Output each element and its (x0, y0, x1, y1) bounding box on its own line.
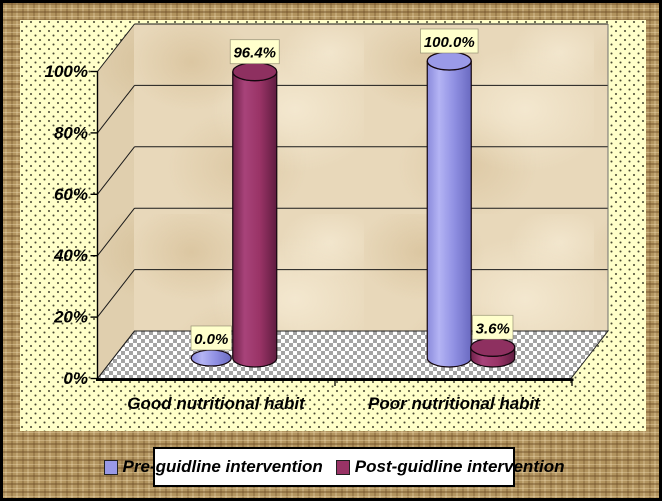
legend-label: Pre-guidline intervention (122, 457, 323, 476)
cylinder-bar (426, 51, 472, 368)
y-tick-label: 60% (54, 185, 88, 204)
data-labels: 0.0% 96.4% 100.0% 3.6% (190, 28, 514, 351)
y-axis: 0% 20% 40% 60% 80% 100% (45, 62, 99, 388)
x-axis: Good nutritional habit Poor nutritional h… (96, 378, 574, 413)
y-tick-label: 0% (63, 369, 88, 388)
y-tick-label: 80% (54, 123, 88, 142)
legend-swatch-icon (335, 459, 350, 475)
cylinder-bar (190, 349, 232, 367)
legend-swatch-icon (103, 459, 118, 475)
legend: Pre-guidline intervention Post-guidline i… (103, 447, 564, 487)
data-label: 0.0% (194, 331, 228, 348)
gridlines (96, 23, 610, 379)
category-label: Good nutritional habit (127, 394, 306, 413)
data-label: 96.4% (233, 45, 276, 62)
legend-item: Pre-guidline intervention (103, 457, 323, 477)
wall-side (97, 24, 135, 379)
cylinder-bar (232, 62, 278, 368)
wall-back (134, 24, 608, 331)
y-tick-label: 100% (45, 62, 88, 81)
legend-label: Post-guidline intervention (354, 457, 565, 476)
cylinder-bar (470, 337, 516, 368)
legend-item: Post-guidline intervention (335, 457, 565, 477)
data-label: 3.6% (476, 320, 510, 337)
data-label: 100.0% (424, 34, 475, 51)
y-tick-label: 40% (53, 246, 88, 265)
chart-floor (97, 331, 608, 379)
y-tick-label: 20% (53, 308, 88, 327)
category-label: Poor nutritional habit (368, 394, 541, 413)
bars (190, 51, 516, 368)
